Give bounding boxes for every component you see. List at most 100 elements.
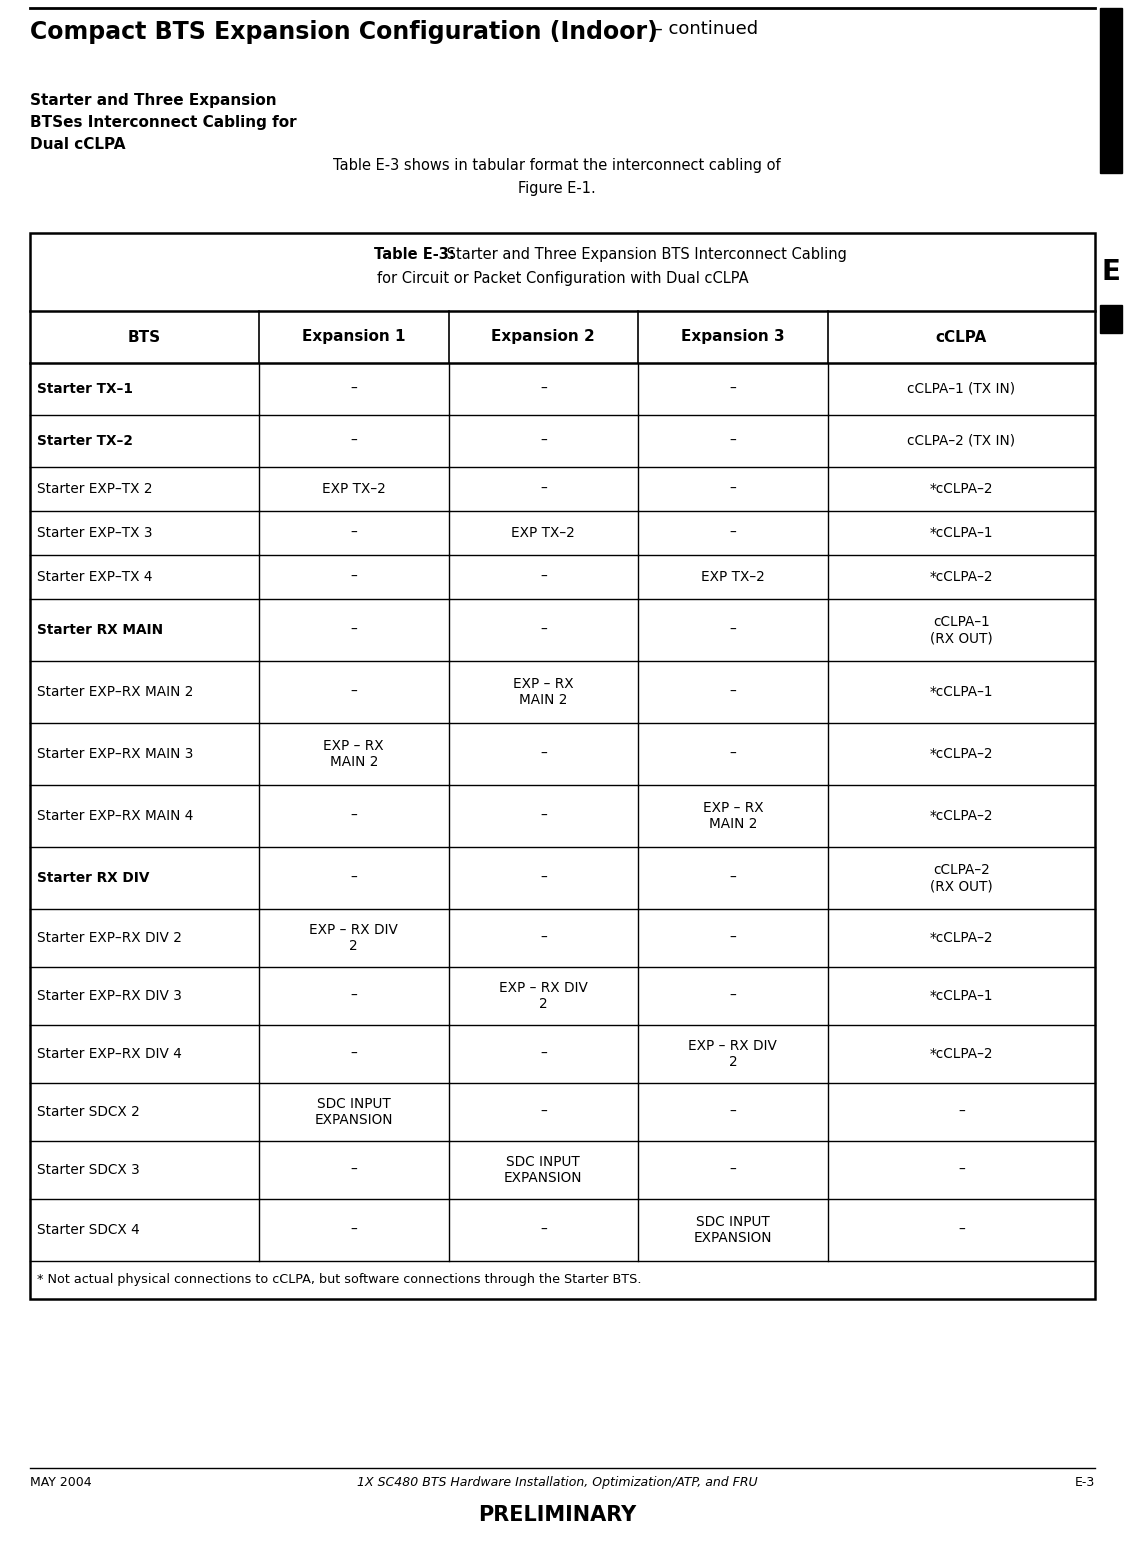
Text: SDC INPUT
EXPANSION: SDC INPUT EXPANSION: [315, 1097, 393, 1128]
Text: BTS: BTS: [128, 330, 161, 344]
Text: Expansion 1: Expansion 1: [302, 330, 406, 344]
Text: –: –: [730, 1163, 736, 1177]
Text: –: –: [540, 481, 547, 495]
Text: –: –: [350, 685, 357, 699]
Text: Starter EXP–RX DIV 4: Starter EXP–RX DIV 4: [36, 1048, 182, 1062]
Text: –: –: [350, 569, 357, 583]
Text: SDC INPUT
EXPANSION: SDC INPUT EXPANSION: [504, 1154, 583, 1185]
Text: 1X SC480 BTS Hardware Installation, Optimization/ATP, and FRU: 1X SC480 BTS Hardware Installation, Opti…: [357, 1477, 757, 1489]
Text: –: –: [350, 1048, 357, 1062]
Text: for Circuit or Packet Configuration with Dual cCLPA: for Circuit or Packet Configuration with…: [376, 272, 748, 285]
Text: –: –: [350, 526, 357, 540]
Text: EXP – RX DIV
2: EXP – RX DIV 2: [309, 923, 398, 954]
Text: –: –: [540, 930, 547, 944]
Text: *cCLPA–1: *cCLPA–1: [929, 685, 993, 699]
Text: Starter SDCX 2: Starter SDCX 2: [36, 1105, 140, 1119]
Text: Starter and Three Expansion
BTSes Interconnect Cabling for
Dual cCLPA: Starter and Three Expansion BTSes Interc…: [30, 93, 296, 153]
Text: * Not actual physical connections to cCLPA, but software connections through the: * Not actual physical connections to cCL…: [36, 1273, 642, 1287]
Text: *cCLPA–2: *cCLPA–2: [929, 1048, 993, 1062]
Text: –: –: [730, 434, 736, 447]
Text: *cCLPA–2: *cCLPA–2: [929, 747, 993, 761]
Text: EXP TX–2: EXP TX–2: [512, 526, 576, 540]
Text: –: –: [540, 870, 547, 886]
Text: Starter EXP–TX 3: Starter EXP–TX 3: [36, 526, 153, 540]
Text: Starter SDCX 3: Starter SDCX 3: [36, 1163, 140, 1177]
Text: Expansion 2: Expansion 2: [491, 330, 595, 344]
Text: Table E-3:: Table E-3:: [374, 247, 454, 262]
Text: Table E-3 shows in tabular format the interconnect cabling of
Figure E-1.: Table E-3 shows in tabular format the in…: [333, 157, 781, 196]
Text: Starter EXP–RX DIV 2: Starter EXP–RX DIV 2: [36, 930, 182, 944]
Text: MAY 2004: MAY 2004: [30, 1477, 91, 1489]
Text: EXP – RX
MAIN 2: EXP – RX MAIN 2: [702, 801, 763, 832]
Text: –: –: [350, 434, 357, 447]
Text: EXP – RX
MAIN 2: EXP – RX MAIN 2: [513, 677, 573, 707]
Text: –: –: [540, 1105, 547, 1119]
Text: –: –: [958, 1163, 964, 1177]
Text: –: –: [730, 747, 736, 761]
Text: Starter SDCX 4: Starter SDCX 4: [36, 1224, 140, 1237]
Text: PRELIMINARY: PRELIMINARY: [478, 1504, 636, 1524]
Text: Starter EXP–RX MAIN 4: Starter EXP–RX MAIN 4: [36, 809, 194, 822]
Text: cCLPA–1 (TX IN): cCLPA–1 (TX IN): [907, 383, 1016, 397]
Text: E-3: E-3: [1075, 1477, 1096, 1489]
Text: Starter EXP–RX MAIN 2: Starter EXP–RX MAIN 2: [36, 685, 194, 699]
Text: –: –: [350, 1163, 357, 1177]
Text: –: –: [958, 1105, 964, 1119]
Text: *cCLPA–1: *cCLPA–1: [929, 989, 993, 1003]
Text: Starter TX–2: Starter TX–2: [36, 434, 133, 447]
Text: Starter EXP–TX 2: Starter EXP–TX 2: [36, 481, 153, 495]
Text: EXP – RX DIV
2: EXP – RX DIV 2: [499, 981, 588, 1011]
Text: –: –: [350, 623, 357, 637]
Text: EXP – RX
MAIN 2: EXP – RX MAIN 2: [324, 739, 384, 770]
Text: –: –: [730, 526, 736, 540]
Text: cCLPA: cCLPA: [936, 330, 987, 344]
Text: –: –: [350, 809, 357, 822]
Text: Starter TX–1: Starter TX–1: [36, 383, 133, 397]
Text: Compact BTS Expansion Configuration (Indoor): Compact BTS Expansion Configuration (Ind…: [30, 20, 658, 45]
Text: *cCLPA–2: *cCLPA–2: [929, 809, 993, 822]
Text: –: –: [540, 623, 547, 637]
Text: Starter RX MAIN: Starter RX MAIN: [36, 623, 163, 637]
Text: –: –: [958, 1224, 964, 1237]
Text: *cCLPA–2: *cCLPA–2: [929, 930, 993, 944]
Text: EXP – RX DIV
2: EXP – RX DIV 2: [689, 1038, 777, 1069]
Text: *cCLPA–2: *cCLPA–2: [929, 569, 993, 583]
Text: –: –: [350, 383, 357, 397]
Text: E: E: [1101, 258, 1121, 285]
Text: Starter EXP–RX DIV 3: Starter EXP–RX DIV 3: [36, 989, 182, 1003]
Bar: [30, 233, 1096, 1299]
Text: –: –: [540, 809, 547, 822]
Text: –: –: [350, 989, 357, 1003]
Text: cCLPA–2 (TX IN): cCLPA–2 (TX IN): [907, 434, 1016, 447]
Text: EXP TX–2: EXP TX–2: [321, 481, 385, 495]
Text: –: –: [540, 747, 547, 761]
Text: cCLPA–1
(RX OUT): cCLPA–1 (RX OUT): [930, 614, 993, 645]
Bar: [1100, 306, 1122, 333]
Text: *cCLPA–2: *cCLPA–2: [929, 481, 993, 495]
Text: –: –: [730, 481, 736, 495]
Text: –: –: [730, 930, 736, 944]
Text: Starter EXP–TX 4: Starter EXP–TX 4: [36, 569, 153, 583]
Bar: [1100, 8, 1122, 173]
Text: –: –: [730, 870, 736, 886]
Text: Starter EXP–RX MAIN 3: Starter EXP–RX MAIN 3: [36, 747, 194, 761]
Text: – continued: – continued: [648, 20, 758, 39]
Text: –: –: [730, 623, 736, 637]
Text: EXP TX–2: EXP TX–2: [701, 569, 765, 583]
Text: –: –: [730, 685, 736, 699]
Text: SDC INPUT
EXPANSION: SDC INPUT EXPANSION: [693, 1214, 772, 1245]
Text: Starter and Three Expansion BTS Interconnect Cabling: Starter and Three Expansion BTS Intercon…: [441, 247, 846, 262]
Text: –: –: [540, 1224, 547, 1237]
Text: –: –: [730, 1105, 736, 1119]
Text: –: –: [540, 569, 547, 583]
Text: cCLPA–2
(RX OUT): cCLPA–2 (RX OUT): [930, 863, 993, 893]
Text: –: –: [730, 989, 736, 1003]
Text: Starter RX DIV: Starter RX DIV: [36, 870, 149, 886]
Text: –: –: [540, 434, 547, 447]
Text: *cCLPA–1: *cCLPA–1: [929, 526, 993, 540]
Text: –: –: [730, 383, 736, 397]
Text: –: –: [350, 1224, 357, 1237]
Text: –: –: [540, 1048, 547, 1062]
Text: Expansion 3: Expansion 3: [681, 330, 784, 344]
Text: –: –: [350, 870, 357, 886]
